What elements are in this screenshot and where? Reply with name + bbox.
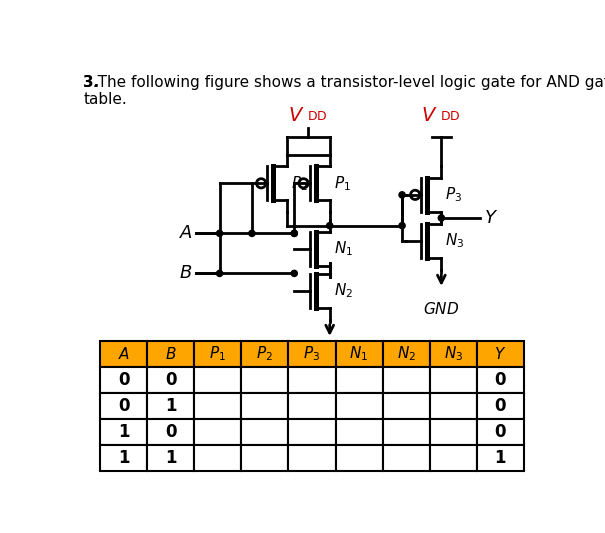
Text: $\mathit{A}$: $\mathit{A}$ — [178, 224, 192, 243]
Bar — [194, 419, 241, 445]
Bar — [430, 341, 477, 367]
Bar — [382, 341, 430, 367]
Text: 0: 0 — [494, 397, 506, 415]
Text: $\mathbf{\mathit{V}}$: $\mathbf{\mathit{V}}$ — [288, 106, 304, 125]
Bar — [194, 367, 241, 393]
Text: $\mathit{Y}$: $\mathit{Y}$ — [483, 209, 498, 227]
Bar — [430, 367, 477, 393]
Text: 1: 1 — [165, 449, 177, 466]
Bar — [241, 419, 289, 445]
Text: $\mathit{P_3}$: $\mathit{P_3}$ — [445, 185, 462, 204]
Text: $\mathit{N_3}$: $\mathit{N_3}$ — [445, 232, 465, 251]
Text: 1: 1 — [494, 449, 506, 466]
Bar — [241, 445, 289, 471]
Bar — [100, 341, 147, 367]
Text: $\mathit{P_2}$: $\mathit{P_2}$ — [257, 345, 273, 364]
Circle shape — [438, 215, 445, 221]
Text: 0: 0 — [118, 371, 129, 389]
Bar — [100, 419, 147, 445]
Bar — [194, 341, 241, 367]
Text: 0: 0 — [165, 423, 177, 441]
Bar — [289, 445, 336, 471]
Bar — [147, 393, 194, 419]
Circle shape — [291, 230, 297, 237]
Bar — [241, 367, 289, 393]
Bar — [147, 445, 194, 471]
Bar — [430, 419, 477, 445]
Text: 0: 0 — [494, 371, 506, 389]
Circle shape — [399, 223, 405, 229]
Text: $\mathit{N_2}$: $\mathit{N_2}$ — [396, 345, 416, 364]
Text: $\mathit{Y}$: $\mathit{Y}$ — [494, 346, 506, 362]
Bar — [147, 341, 194, 367]
Text: 0: 0 — [494, 423, 506, 441]
Text: $\mathit{N_1}$: $\mathit{N_1}$ — [350, 345, 368, 364]
Text: 3.The following figure shows a transistor-level logic gate for AND gate.  Comple: 3.The following figure shows a transisto… — [83, 75, 605, 107]
Bar — [241, 393, 289, 419]
Bar — [382, 445, 430, 471]
Circle shape — [217, 270, 223, 277]
Text: $\mathit{N_3}$: $\mathit{N_3}$ — [443, 345, 463, 364]
Text: $\mathit{P_1}$: $\mathit{P_1}$ — [209, 345, 226, 364]
Bar — [430, 445, 477, 471]
Bar — [100, 445, 147, 471]
Text: $\mathit{GND}$: $\mathit{GND}$ — [424, 301, 459, 317]
Bar — [477, 419, 524, 445]
Circle shape — [291, 270, 297, 277]
Text: $\mathit{P_3}$: $\mathit{P_3}$ — [304, 345, 321, 364]
Bar — [336, 341, 382, 367]
Bar — [477, 445, 524, 471]
Bar — [477, 367, 524, 393]
Bar — [147, 419, 194, 445]
Text: $\mathit{P_2}$: $\mathit{P_2}$ — [291, 174, 308, 192]
Text: 0: 0 — [118, 397, 129, 415]
Bar — [430, 393, 477, 419]
Circle shape — [217, 230, 223, 237]
Text: $\mathbf{\mathrm{DD}}$: $\mathbf{\mathrm{DD}}$ — [440, 110, 460, 123]
Text: 3.: 3. — [83, 75, 100, 90]
Bar — [382, 367, 430, 393]
Bar — [194, 445, 241, 471]
Circle shape — [399, 192, 405, 198]
Bar — [289, 393, 336, 419]
Text: 1: 1 — [118, 423, 129, 441]
Bar — [382, 419, 430, 445]
Text: $\mathbf{\mathit{V}}$: $\mathbf{\mathit{V}}$ — [421, 106, 437, 125]
Bar — [241, 341, 289, 367]
Text: $\mathbf{\mathrm{DD}}$: $\mathbf{\mathrm{DD}}$ — [307, 110, 327, 123]
Bar — [477, 341, 524, 367]
Bar — [477, 393, 524, 419]
Circle shape — [249, 230, 255, 237]
Circle shape — [327, 223, 333, 229]
Circle shape — [291, 230, 297, 237]
Bar — [336, 445, 382, 471]
Bar — [100, 393, 147, 419]
Bar — [289, 419, 336, 445]
Text: $\mathit{B}$: $\mathit{B}$ — [180, 264, 192, 282]
Bar — [336, 393, 382, 419]
Bar — [382, 393, 430, 419]
Bar — [289, 341, 336, 367]
Bar — [289, 367, 336, 393]
Text: 1: 1 — [118, 449, 129, 466]
Text: $\mathit{P_1}$: $\mathit{P_1}$ — [333, 174, 350, 192]
Bar — [336, 367, 382, 393]
Bar — [147, 367, 194, 393]
Bar — [336, 419, 382, 445]
Bar — [100, 367, 147, 393]
Text: $\mathit{N_2}$: $\mathit{N_2}$ — [333, 282, 353, 301]
Text: 1: 1 — [165, 397, 177, 415]
Text: 0: 0 — [165, 371, 177, 389]
Bar — [194, 393, 241, 419]
Text: $\mathit{A}$: $\mathit{A}$ — [117, 346, 130, 362]
Text: $\mathit{B}$: $\mathit{B}$ — [165, 346, 177, 362]
Text: $\mathit{N_1}$: $\mathit{N_1}$ — [333, 239, 353, 258]
